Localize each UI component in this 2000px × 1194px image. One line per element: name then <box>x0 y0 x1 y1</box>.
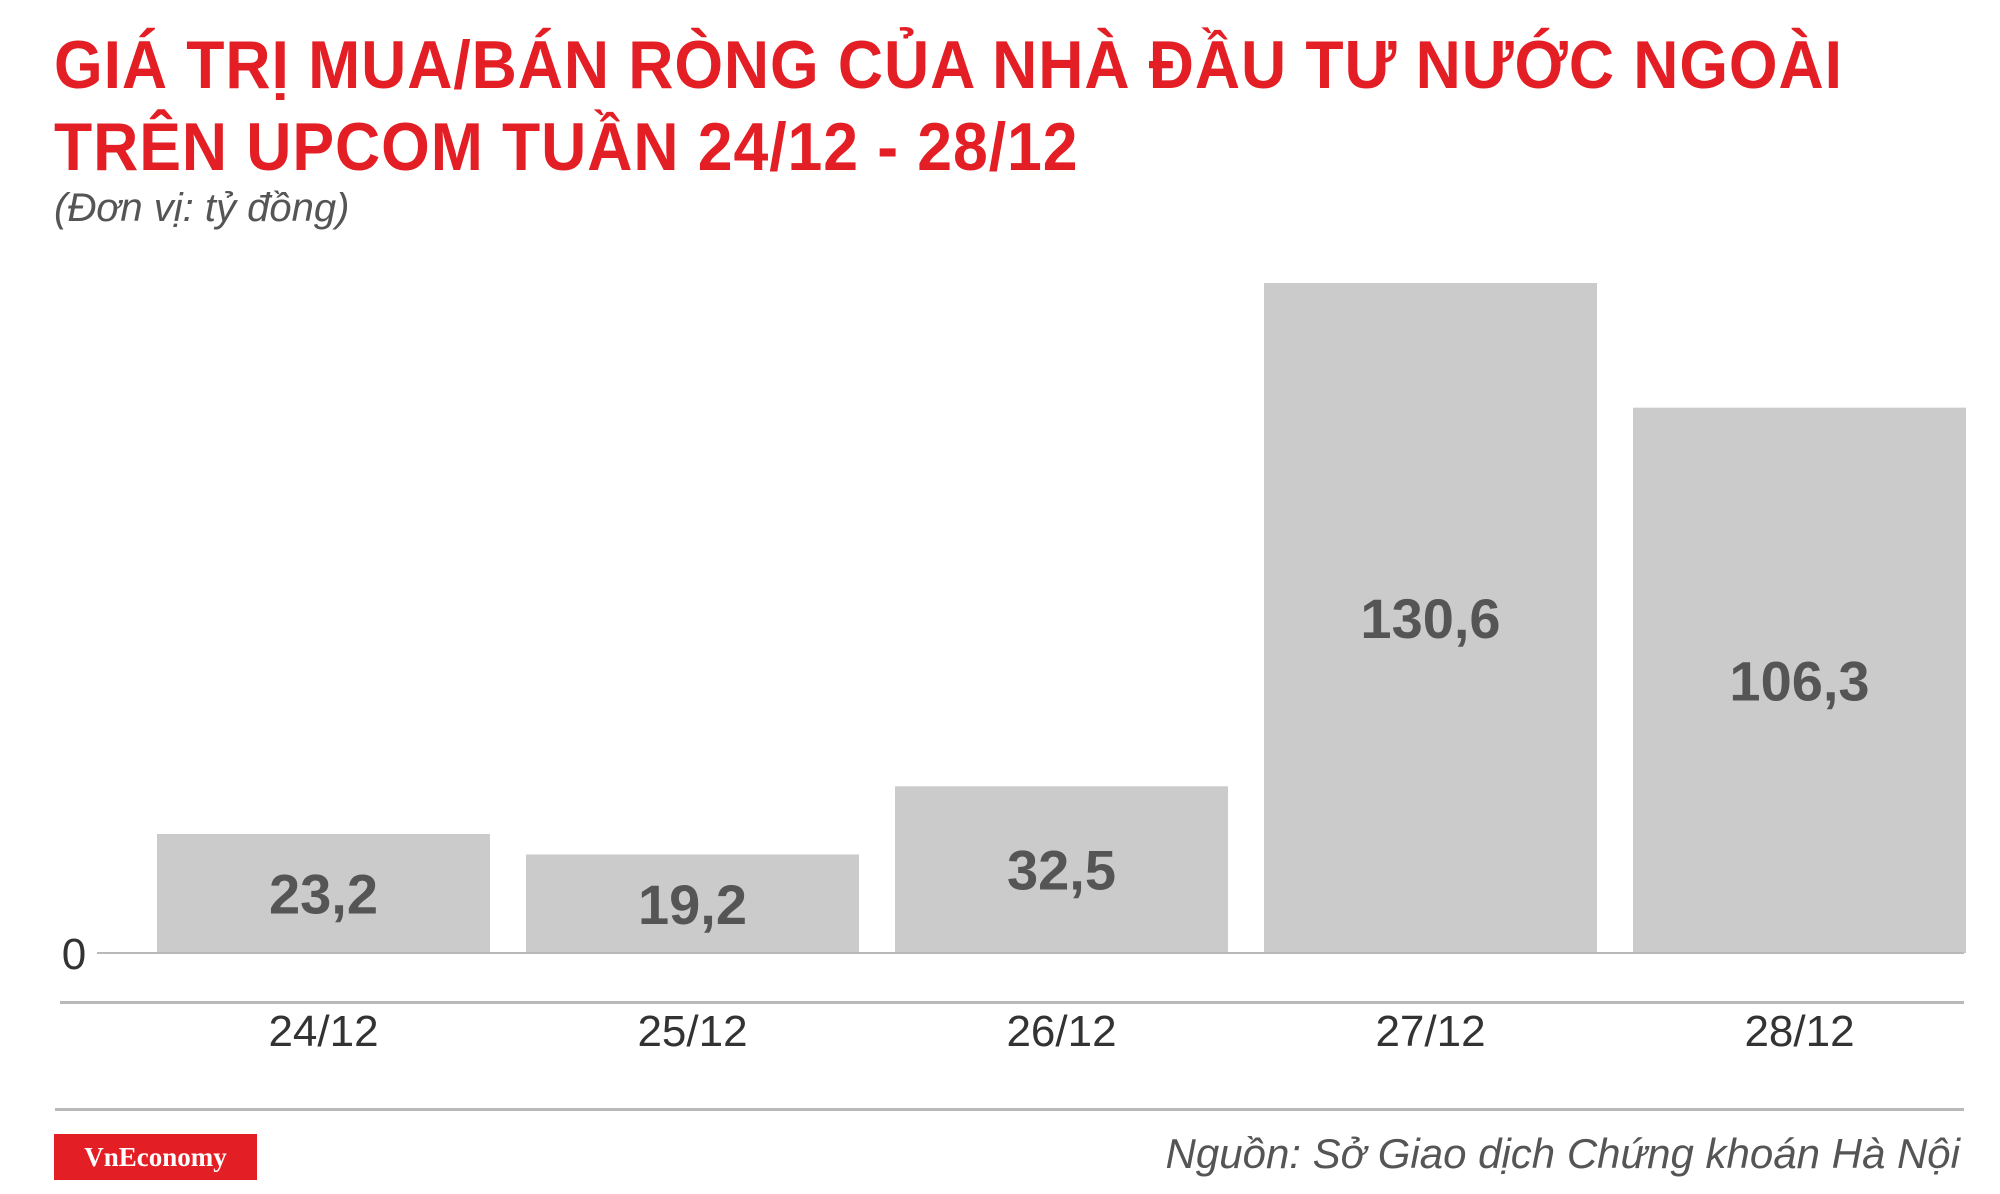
bar-24/12 <box>157 833 490 953</box>
y-tick-label-zero: 0 <box>62 930 86 979</box>
bar-28/12 <box>1633 407 1966 953</box>
bar-27/12 <box>1264 283 1597 953</box>
source-note: Nguồn: Sở Giao dịch Chứng khoán Hà Nội <box>1165 1130 1960 1177</box>
x-tick-label: 26/12 <box>1006 1007 1116 1056</box>
chart-title: GIÁ TRỊ MUA/BÁN RÒNG CỦA NHÀ ĐẦU TƯ NƯỚC… <box>54 24 1843 188</box>
brand-logo-text: VnEconomy <box>84 1141 227 1172</box>
bar-value-label: 23,2 <box>269 862 378 925</box>
bar-value-label: 19,2 <box>638 873 747 936</box>
x-tick-label: 24/12 <box>268 1007 378 1056</box>
x-tick-label: 25/12 <box>637 1007 747 1056</box>
chart-title-line-1: GIÁ TRỊ MUA/BÁN RÒNG CỦA NHÀ ĐẦU TƯ NƯỚC… <box>54 27 1843 103</box>
unit-label: (Đơn vị: tỷ đồng) <box>54 186 350 230</box>
footer-separator <box>55 1108 1964 1111</box>
bar-26/12 <box>895 786 1228 953</box>
bar-25/12 <box>526 854 859 953</box>
x-tick-label: 28/12 <box>1744 1007 1854 1056</box>
bar-value-label: 32,5 <box>1007 839 1116 902</box>
chart-title-line-2: TRÊN UPCOM TUẦN 24/12 - 28/12 <box>54 109 1079 185</box>
x-axis-separator-top <box>60 1001 1964 1004</box>
bar-value-label: 106,3 <box>1729 649 1869 712</box>
x-tick-label: 27/12 <box>1375 1007 1485 1056</box>
bar-value-label: 130,6 <box>1360 587 1500 650</box>
brand-logo: VnEconomy <box>54 1134 257 1180</box>
